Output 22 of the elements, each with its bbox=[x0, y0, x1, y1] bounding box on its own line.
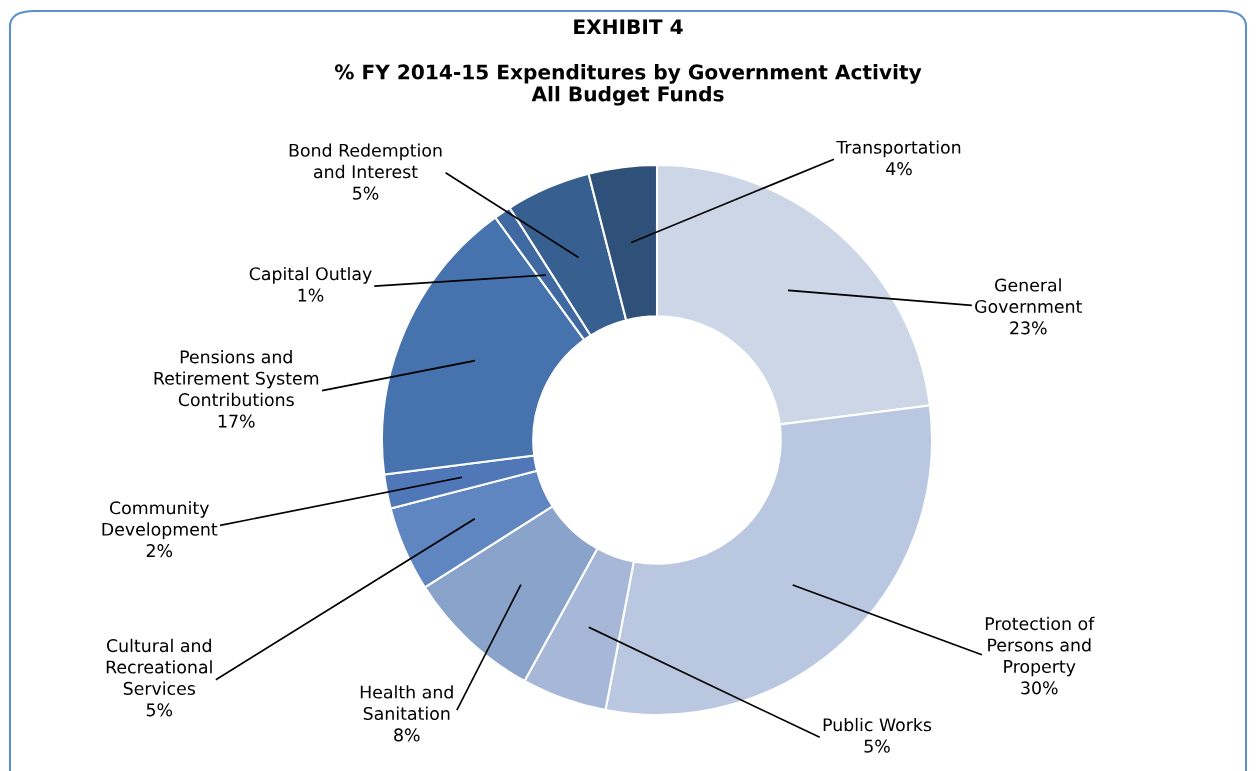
data-label: 5% bbox=[146, 703, 173, 717]
slice-label: Cultural and Recreational Services bbox=[106, 638, 212, 695]
slice-label: Community Development bbox=[102, 500, 218, 540]
data-label: 1% bbox=[298, 288, 324, 302]
chart-title: EXHIBIT 4 bbox=[574, 19, 683, 35]
slice-label: Pensions and Retirement System Contributions bbox=[154, 349, 319, 407]
data-label: 17% bbox=[218, 414, 255, 428]
data-label: 2% bbox=[146, 544, 173, 558]
slice-label: Public Works bbox=[823, 717, 932, 732]
data-label: 8% bbox=[394, 728, 420, 742]
slice-label: Bond Redemption and Interest bbox=[289, 143, 442, 179]
slice-label: General Government bbox=[975, 278, 1082, 314]
data-label: 4% bbox=[886, 162, 912, 176]
data-label: 30% bbox=[1021, 681, 1058, 695]
data-label: 5% bbox=[864, 739, 890, 753]
data-label: 5% bbox=[353, 186, 379, 200]
slice-label: Health and Sanitation bbox=[360, 685, 453, 721]
slice-label: Transportation bbox=[836, 140, 961, 158]
chart-subtitle: % FY 2014-15 Expenditures by Government Activity All Budget Funds bbox=[334, 64, 922, 106]
slice-label: Protection of Persons and Property bbox=[985, 616, 1095, 677]
slice-label: Capital Outlay bbox=[249, 266, 372, 284]
data-label: 23% bbox=[1010, 321, 1047, 335]
